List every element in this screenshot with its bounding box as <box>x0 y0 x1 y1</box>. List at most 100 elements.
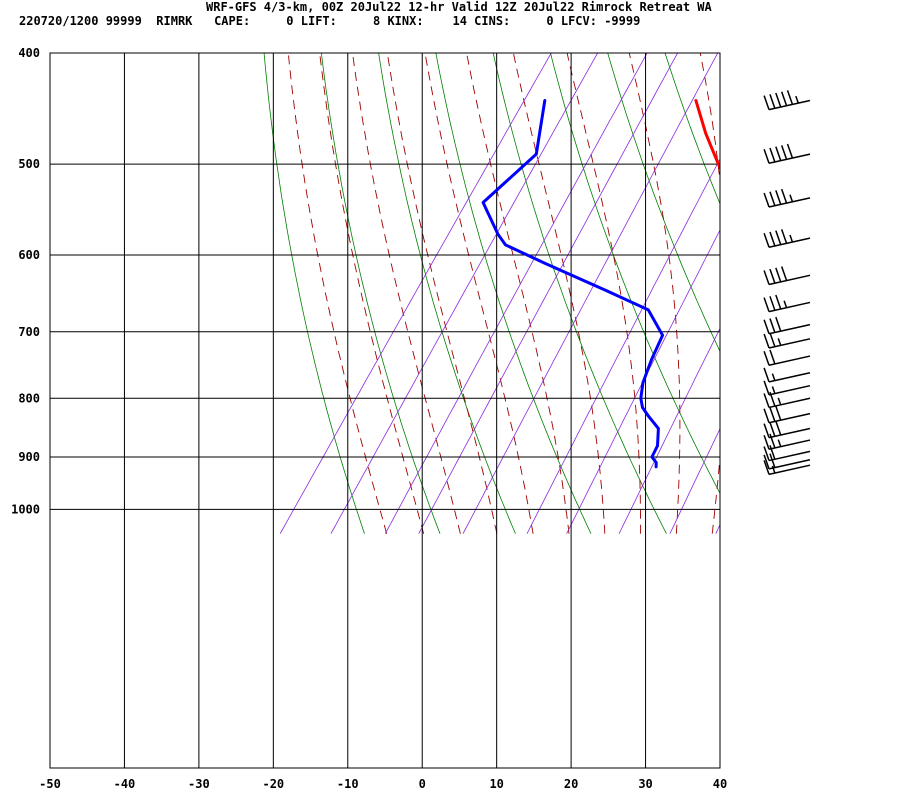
wind-barb-feather <box>775 190 782 205</box>
wind-barb-staff <box>768 384 811 396</box>
mixing-ratio-line <box>330 53 599 534</box>
dry-adiabat-line <box>320 53 441 534</box>
wind-barb-feather <box>763 393 770 408</box>
wind-barb <box>763 420 811 439</box>
wind-barb <box>763 380 811 396</box>
moist-adiabat-line <box>894 27 900 533</box>
wind-barb-feather <box>769 147 776 163</box>
x-tick-label: 30 <box>638 777 652 791</box>
wind-barb-half-feather <box>771 373 776 381</box>
moist-adiabat-line <box>821 27 900 533</box>
wind-barb-feather <box>763 460 770 475</box>
x-tick-label: -40 <box>114 777 136 791</box>
wind-barb-feather <box>763 423 770 438</box>
plot-frame <box>49 52 721 769</box>
moist-adiabat-line <box>319 53 425 534</box>
wind-barb-feather <box>763 434 770 450</box>
wind-barb-feather <box>769 391 776 407</box>
dry-adiabat-line <box>826 27 900 533</box>
wind-barb-staff <box>768 450 811 462</box>
wind-barb-feather <box>769 433 776 449</box>
wind-barb-feather <box>775 267 782 283</box>
wind-barb-feather <box>769 318 776 333</box>
wind-barb-feather <box>763 95 770 110</box>
wind-barb-feather <box>763 350 770 366</box>
wind-barb-feather <box>769 191 776 206</box>
wind-barb-staff <box>768 237 811 248</box>
wind-barb <box>763 266 811 286</box>
wind-barb-half-feather <box>771 465 776 474</box>
wind-barb <box>763 316 811 335</box>
wind-barb <box>763 460 811 476</box>
wind-barb-feather <box>763 333 770 349</box>
wind-barb-feather <box>786 90 794 105</box>
wind-barb-feather <box>775 294 782 310</box>
y-tick-label: 1000 <box>11 502 40 516</box>
wind-barb-feather <box>769 444 776 460</box>
chart-title: WRF-GFS 4/3-km, 00Z 20Jul22 12-hr Valid … <box>206 0 712 14</box>
mixing-ratio-line <box>715 523 720 534</box>
wind-barb-half-feather <box>777 439 782 447</box>
dry-adiabat-line <box>607 53 720 353</box>
dry-adiabat-line <box>550 53 720 495</box>
dry-adiabat-line <box>263 53 365 534</box>
wind-barb-feather <box>763 233 770 248</box>
wind-barb-staff <box>768 464 811 476</box>
moist-adiabat-line <box>566 53 642 534</box>
wind-barb-feather <box>769 296 776 311</box>
wind-barb-staff <box>768 427 811 439</box>
wind-barb-feather <box>769 268 776 284</box>
mixing-ratio-line <box>618 327 720 534</box>
wind-barb-feather <box>775 405 782 421</box>
wind-barb-staff <box>768 371 811 383</box>
y-tick-label: 400 <box>18 46 40 60</box>
mixing-ratio-line <box>849 27 900 533</box>
dewpoint-profile-line <box>481 99 665 469</box>
wind-barb-staff <box>768 458 811 470</box>
y-tick-label: 800 <box>18 391 40 405</box>
wind-barb-feather <box>763 367 770 383</box>
x-tick-label: 0 <box>419 777 426 791</box>
wind-barb-feather <box>763 192 770 208</box>
mixing-ratio-line <box>384 53 648 534</box>
wind-barb-feather <box>763 297 770 312</box>
wind-barb <box>763 453 811 470</box>
x-tick-label: 10 <box>489 777 503 791</box>
wind-barb-staff <box>768 439 811 450</box>
wind-barb <box>763 444 811 462</box>
x-tick-label: 20 <box>564 777 578 791</box>
wind-barb-feather <box>763 408 770 424</box>
wind-barb-half-feather <box>789 194 794 203</box>
mixing-ratio-line <box>462 53 719 534</box>
mixing-ratio-line <box>818 27 900 533</box>
wind-barb-feather <box>763 446 770 461</box>
wind-barb-feather <box>769 407 776 422</box>
wind-barb-half-feather <box>777 397 782 406</box>
wind-barb-staff <box>768 301 811 313</box>
dry-adiabat-line <box>714 27 900 533</box>
dry-adiabat-line <box>492 53 667 534</box>
wind-barb-feather <box>763 319 770 335</box>
wind-barb-staff <box>768 397 811 409</box>
wind-barb-feather <box>769 349 776 365</box>
y-tick-label: 700 <box>18 325 40 339</box>
wind-barb-feather <box>763 454 770 470</box>
wind-barb-feather <box>763 270 770 285</box>
x-tick-label: -30 <box>188 777 210 791</box>
wind-barb-feather <box>763 380 770 396</box>
moist-adiabat-line <box>352 53 461 534</box>
wind-barb-staff <box>768 355 811 366</box>
wind-barb-feather <box>769 453 776 468</box>
wind-barb <box>763 143 811 164</box>
wind-barb-feather <box>769 332 776 347</box>
moist-adiabat-line <box>424 53 534 534</box>
wind-barb-half-feather <box>771 386 776 394</box>
wind-barb-feather <box>775 92 782 108</box>
wind-barb-feather <box>786 143 794 159</box>
wind-barb-staff <box>768 99 811 111</box>
wind-barb-half-feather <box>777 338 782 346</box>
dry-adiabat-line <box>883 27 900 533</box>
wind-barb <box>763 367 811 383</box>
moist-adiabat-line <box>857 27 900 533</box>
wind-barb-feather <box>775 230 782 245</box>
